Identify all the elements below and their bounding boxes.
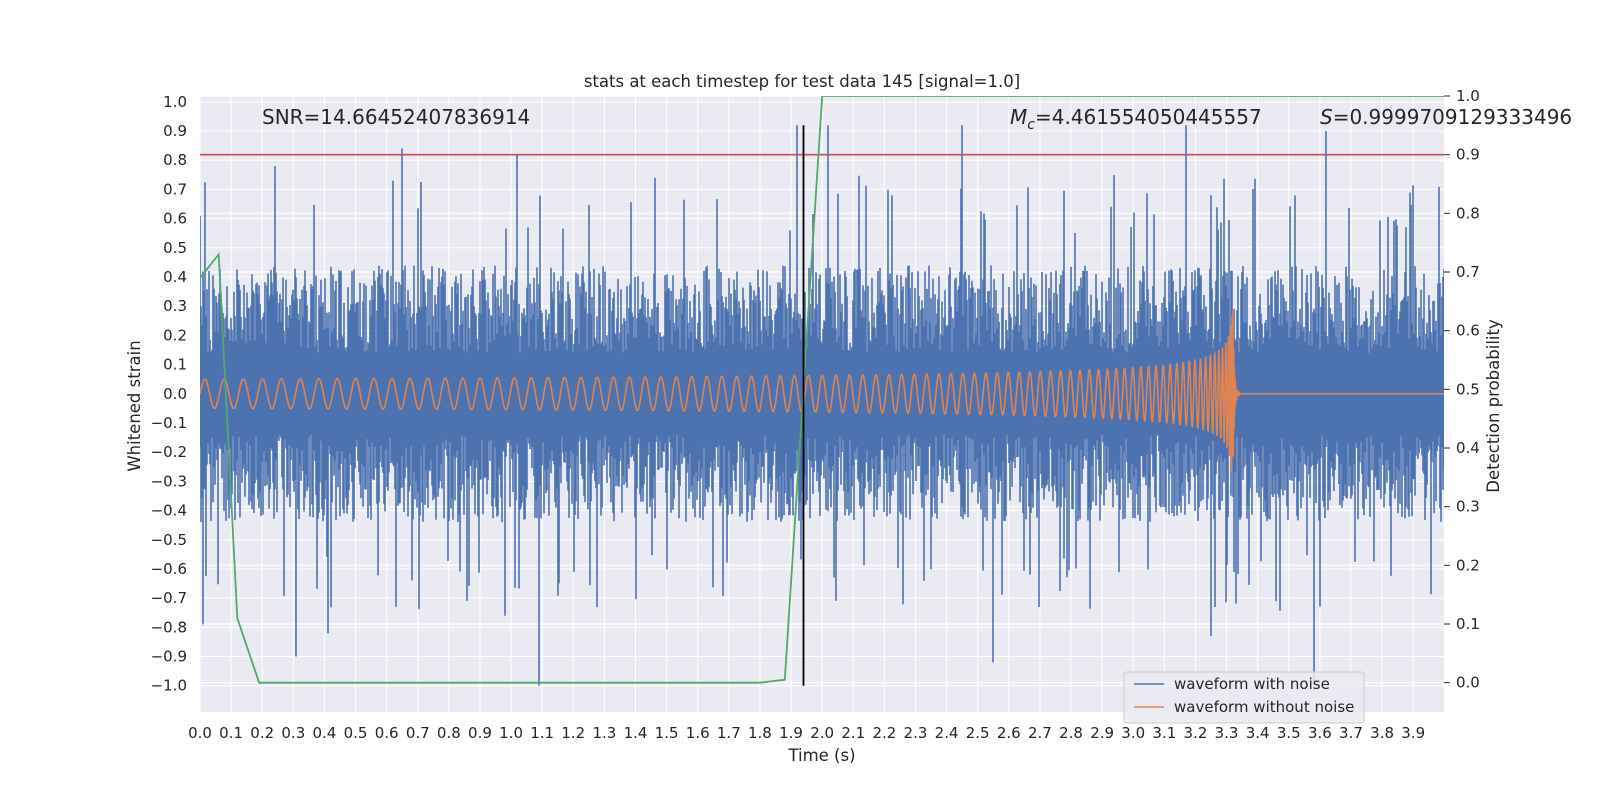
y-left-tick-label: 0.8 — [163, 151, 187, 169]
y-right-tick-label: 0.7 — [1456, 263, 1480, 281]
y-axis-right-label: Detection probability — [1484, 319, 1503, 493]
x-tick-label: 1.8 — [748, 724, 772, 742]
x-tick-label: 0.6 — [375, 724, 399, 742]
y-right-tick-label: 1.0 — [1456, 87, 1480, 105]
x-axis-label: Time (s) — [787, 746, 855, 765]
x-tick-label: 3.2 — [1184, 724, 1208, 742]
y-left-tick-label: −0.9 — [151, 648, 187, 666]
x-tick-label: 3.3 — [1215, 724, 1239, 742]
x-tick-label: 0.7 — [406, 724, 430, 742]
x-tick-label: 0.3 — [281, 724, 305, 742]
x-tick-label: 1.9 — [779, 724, 803, 742]
x-tick-label: 3.9 — [1401, 724, 1425, 742]
y-left-tick-label: 0.7 — [163, 180, 187, 198]
y-left-tick-label: 0.3 — [163, 297, 187, 315]
y-right-tick-label: 0.6 — [1456, 322, 1480, 340]
x-tick-label: 2.5 — [966, 724, 990, 742]
y-left-tick-label: −0.4 — [151, 502, 187, 520]
s-symbol: S — [1320, 105, 1333, 129]
y-left-tick-label: −0.6 — [151, 560, 187, 578]
chirp-mass-annotation: Mc=4.461554050445557 — [1010, 105, 1262, 133]
y-right-tick-label: 0.4 — [1456, 439, 1480, 457]
y-axis-left-label: Whitened strain — [125, 340, 144, 471]
y-right-tick-label: 0.8 — [1456, 204, 1480, 222]
chart-title: stats at each timestep for test data 145… — [584, 72, 1020, 91]
x-axis: 0.0 0.1 0.2 0.3 0.4 0.5 0.6 0.7 0.8 0.9 1.0 1.1 1.2 1… — [188, 724, 1425, 742]
mc-symbol: M — [1010, 105, 1027, 129]
y-left-tick-label: 0.1 — [163, 356, 187, 374]
legend-box — [1123, 671, 1365, 724]
x-tick-label: 1.7 — [717, 724, 741, 742]
x-tick-label: 1.6 — [686, 724, 710, 742]
y-left-tick-label: 0.6 — [163, 210, 187, 228]
x-tick-label: 0.4 — [313, 724, 337, 742]
y-right-tick-label: 0.5 — [1456, 380, 1480, 398]
x-tick-label: 3.0 — [1121, 724, 1145, 742]
y-left-tick-label: −0.3 — [151, 472, 187, 490]
x-tick-label: 0.9 — [468, 724, 492, 742]
x-tick-label: 2.4 — [935, 724, 959, 742]
x-tick-label: 3.4 — [1246, 724, 1270, 742]
x-tick-label: 1.1 — [530, 724, 554, 742]
y-right-tick-label: 0.1 — [1456, 615, 1480, 633]
y-right-tick-label: 0.3 — [1456, 498, 1480, 516]
x-tick-label: 2.9 — [1090, 724, 1114, 742]
legend-label-noisy: waveform with noise — [1174, 675, 1330, 693]
x-tick-label: 2.0 — [810, 724, 834, 742]
y-left-tick-label: −1.0 — [151, 677, 187, 695]
y-right-tick-label: 0.9 — [1456, 146, 1480, 164]
x-tick-label: 2.1 — [841, 724, 865, 742]
x-tick-label: 0.2 — [250, 724, 274, 742]
x-tick-label: 2.7 — [1028, 724, 1052, 742]
detection-probability-line — [200, 96, 1444, 684]
x-tick-label: 1.4 — [624, 724, 648, 742]
y-right-tick-label: 0.0 — [1456, 674, 1480, 692]
legend-label-clean: waveform without noise — [1174, 698, 1354, 716]
y-left-tick-label: 0.9 — [163, 122, 187, 140]
x-tick-label: 3.5 — [1277, 724, 1301, 742]
x-tick-label: 2.8 — [1059, 724, 1083, 742]
y-left-tick-label: −0.1 — [151, 414, 187, 432]
plot-content — [200, 96, 1444, 686]
x-tick-label: 3.1 — [1152, 724, 1176, 742]
legend: waveform with noise waveform without noi… — [1123, 671, 1365, 724]
x-tick-label: 2.2 — [872, 724, 896, 742]
x-tick-label: 0.1 — [219, 724, 243, 742]
s-annotation: S=0.9999709129333496 — [1320, 105, 1572, 129]
x-tick-label: 1.5 — [655, 724, 679, 742]
x-tick-label: 2.6 — [997, 724, 1021, 742]
mc-subscript: c — [1027, 117, 1035, 133]
x-tick-label: 0.0 — [188, 724, 212, 742]
clean-waveform-line — [200, 308, 1444, 473]
y-axis-right: 1.0 0.9 0.8 0.7 0.6 0.5 0.4 0.3 0.2 0.1 0.0 — [1444, 87, 1480, 692]
x-tick-label: 3.7 — [1339, 724, 1363, 742]
y-left-tick-label: −0.2 — [151, 443, 187, 461]
y-left-tick-label: −0.5 — [151, 531, 187, 549]
y-right-tick-label: 0.2 — [1456, 556, 1480, 574]
mc-value: =4.461554050445557 — [1035, 105, 1262, 129]
x-tick-label: 0.8 — [437, 724, 461, 742]
y-axis-left: 1.0 0.9 0.8 0.7 0.6 0.5 0.4 0.3 0.2 0.1 0.0 −0.1 −0.… — [151, 93, 187, 695]
y-left-tick-label: 0.4 — [163, 268, 187, 286]
x-tick-label: 3.6 — [1308, 724, 1332, 742]
y-left-tick-label: 0.0 — [163, 385, 187, 403]
snr-annotation: SNR=14.66452407836914 — [262, 105, 530, 129]
x-tick-label: 1.2 — [561, 724, 585, 742]
y-left-tick-label: 0.2 — [163, 326, 187, 344]
x-tick-label: 2.3 — [904, 724, 928, 742]
y-left-tick-label: 1.0 — [163, 93, 187, 111]
x-tick-label: 1.0 — [499, 724, 523, 742]
x-tick-label: 1.3 — [592, 724, 616, 742]
y-left-tick-label: 0.5 — [163, 239, 187, 257]
x-tick-label: 3.8 — [1370, 724, 1394, 742]
y-left-tick-label: −0.8 — [151, 618, 187, 636]
y-left-tick-label: −0.7 — [151, 589, 187, 607]
x-tick-label: 0.5 — [344, 724, 368, 742]
s-value: =0.9999709129333496 — [1333, 105, 1572, 129]
